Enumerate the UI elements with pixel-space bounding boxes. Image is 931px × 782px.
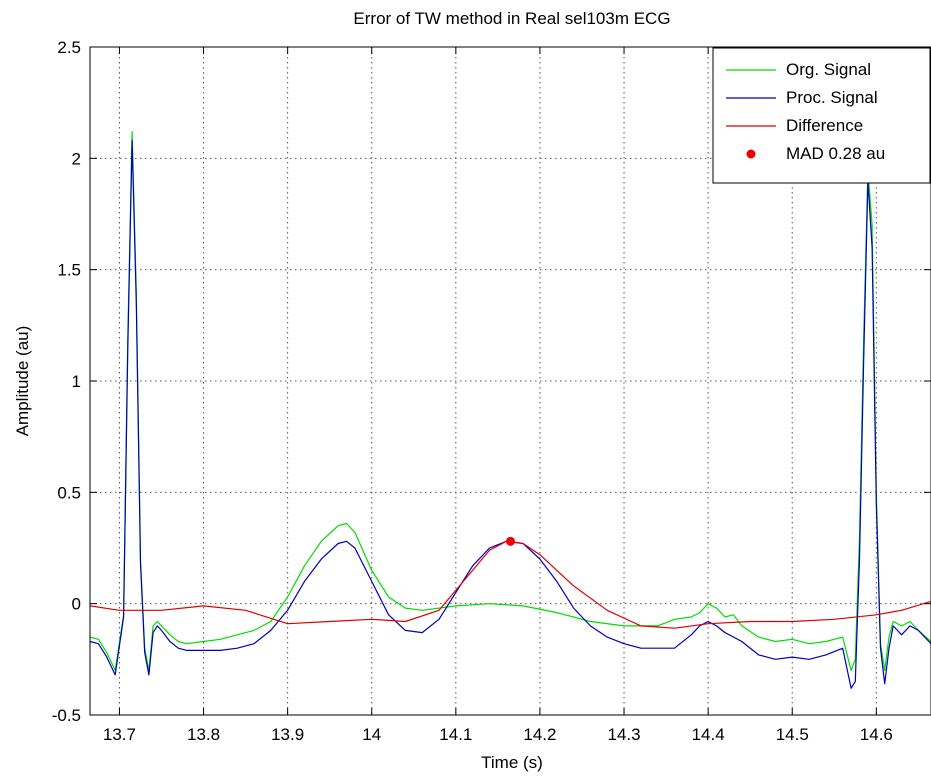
x-axis-ticks: 13.7 13.8 13.9 14 14.1 14.2 14.3 14.4 14.5 14.6: [103, 47, 893, 744]
y-tick-label: -0.5: [52, 706, 81, 725]
x-tick-label: 14.5: [776, 725, 809, 744]
y-tick-label: 2: [72, 149, 81, 168]
mad-marker-point: [506, 536, 515, 546]
x-tick-label: 14.2: [523, 725, 556, 744]
y-tick-label: 1.5: [57, 261, 81, 280]
legend: Org. Signal Proc. Signal Difference MAD 0.2…: [712, 47, 931, 184]
y-axis-label: Amplitude (au): [13, 326, 32, 437]
x-tick-label: 13.9: [271, 725, 304, 744]
x-tick-label: 14.1: [439, 725, 472, 744]
x-axis-label: Time (s): [481, 753, 543, 772]
legend-label-mad: MAD 0.28 au: [786, 144, 885, 163]
x-tick-label: 14.3: [607, 725, 640, 744]
legend-label-proc-signal: Proc. Signal: [786, 88, 878, 107]
x-tick-label: 14: [362, 725, 381, 744]
legend-label-difference: Difference: [786, 116, 863, 135]
y-axis-ticks: -0.5 0 0.5 1 1.5 2 2.5: [52, 38, 931, 725]
series-layer: [90, 131, 931, 689]
y-tick-label: 0.5: [57, 483, 81, 502]
legend-swatch-mad: [746, 149, 756, 159]
x-tick-label: 14.6: [860, 725, 893, 744]
legend-label-org-signal: Org. Signal: [786, 60, 871, 79]
chart-title: Error of TW method in Real sel103m ECG: [353, 9, 670, 28]
y-tick-label: 0: [72, 595, 81, 614]
y-tick-label: 1: [72, 372, 81, 391]
x-tick-label: 13.8: [187, 725, 220, 744]
x-tick-label: 14.4: [692, 725, 725, 744]
y-tick-label: 2.5: [57, 38, 81, 57]
x-tick-label: 13.7: [103, 725, 136, 744]
